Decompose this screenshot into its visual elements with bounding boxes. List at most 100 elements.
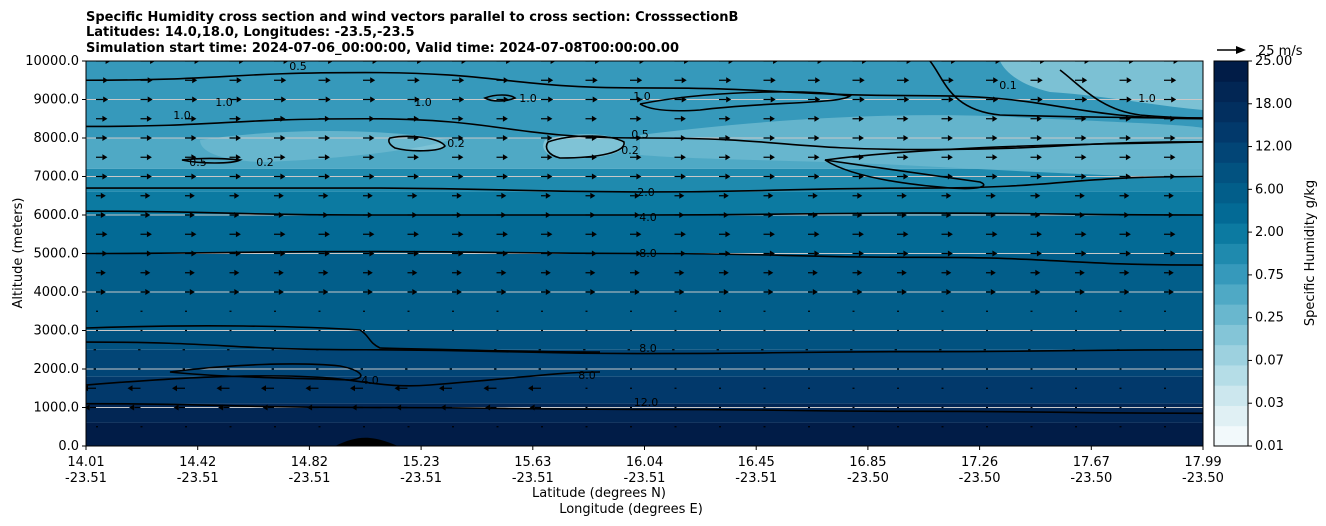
wind-vector-head bbox=[862, 61, 868, 64]
wind-vector-head bbox=[1170, 135, 1176, 141]
colorbar-segment bbox=[1214, 202, 1248, 224]
wind-vector-head bbox=[636, 231, 642, 238]
wind-vector-head bbox=[770, 77, 776, 84]
colorbar-segment bbox=[1214, 223, 1248, 244]
y-axis-label: Altitude (meters) bbox=[11, 198, 26, 309]
wind-vector-head bbox=[725, 250, 731, 257]
wind-vector-head bbox=[367, 192, 373, 199]
wind-vector-head bbox=[545, 212, 551, 218]
wind-vector-head bbox=[281, 96, 287, 103]
wind-vector-head bbox=[814, 135, 820, 141]
wind-vector-head bbox=[590, 269, 596, 276]
wind-vector-head bbox=[323, 269, 329, 276]
wind-vector-head bbox=[328, 61, 334, 64]
wind-vector-head bbox=[325, 77, 331, 84]
wind-vector-head bbox=[946, 192, 952, 199]
wind-vector-head bbox=[102, 250, 108, 257]
wind-vectors bbox=[86, 61, 1179, 428]
wind-vector-head bbox=[859, 77, 865, 84]
colorbar-label: Specific Humidity g/kg bbox=[1303, 180, 1318, 326]
wind-vector-head bbox=[394, 385, 400, 392]
wind-vector-head bbox=[901, 212, 907, 218]
wind-vector-head bbox=[506, 61, 512, 64]
wind-vector-head bbox=[414, 96, 420, 103]
wind-vector-head bbox=[502, 231, 508, 238]
wind-vector-head bbox=[458, 115, 464, 122]
wind-vector-head bbox=[1125, 135, 1131, 141]
wind-vector-head bbox=[858, 173, 864, 180]
wind-vector-head bbox=[768, 269, 774, 276]
wind-vector-head bbox=[723, 269, 729, 276]
x-tick-lon: -23.51 bbox=[177, 471, 219, 486]
y-tick-label: 0.0 bbox=[58, 439, 79, 454]
wind-vector-head bbox=[412, 212, 418, 218]
wind-vector-head bbox=[901, 269, 907, 276]
wind-vector-head bbox=[857, 192, 863, 199]
wind-vector-head bbox=[592, 77, 598, 84]
wind-vector-head bbox=[681, 77, 687, 84]
wind-vector-head bbox=[680, 115, 686, 122]
contour-2.0 bbox=[86, 210, 1203, 216]
wind-vector-head bbox=[993, 96, 999, 103]
wind-vector-head bbox=[501, 192, 507, 199]
wind-vector-head bbox=[547, 135, 553, 141]
wind-vector-head bbox=[903, 250, 909, 257]
wind-vector-head bbox=[591, 135, 597, 141]
colorbar-segment bbox=[1214, 283, 1248, 305]
contour-detail-0 bbox=[86, 371, 601, 387]
wind-vector-head bbox=[903, 154, 909, 161]
x-tick-lon: -23.51 bbox=[288, 471, 330, 486]
x-tick-lat: 16.04 bbox=[626, 455, 663, 470]
contour-label: 1.0 bbox=[633, 90, 651, 103]
wind-vector-head bbox=[1035, 212, 1041, 218]
contour-detail-2 bbox=[86, 325, 601, 353]
x-tick-lon: -23.51 bbox=[512, 471, 554, 486]
wind-vector-head bbox=[680, 135, 686, 141]
contour-label: 0.1 bbox=[999, 79, 1017, 92]
wind-vector-head bbox=[1036, 231, 1042, 238]
wind-vector-head bbox=[817, 61, 823, 64]
humidity-fill bbox=[86, 61, 1203, 446]
wind-vector-head bbox=[146, 173, 152, 180]
x-axis-label-lat: Latitude (degrees N) bbox=[532, 486, 666, 501]
wind-vector-head bbox=[100, 192, 106, 199]
contour-label: 8.0 bbox=[639, 342, 657, 355]
wind-vector-head bbox=[951, 61, 957, 64]
wind-vector-head bbox=[235, 135, 241, 141]
wind-vector-head bbox=[1125, 173, 1131, 180]
x-tick-lat: 17.99 bbox=[1184, 455, 1221, 470]
wind-vector-head bbox=[857, 289, 863, 295]
contour-label: 8.0 bbox=[578, 369, 596, 382]
wind-vector-head bbox=[529, 404, 535, 411]
wind-vector-head bbox=[1126, 96, 1132, 103]
chart-title: Specific Humidity cross section and wind… bbox=[86, 10, 738, 56]
wind-vector-head bbox=[261, 385, 266, 392]
wind-vector-head bbox=[280, 154, 286, 161]
wind-vector-head bbox=[946, 289, 952, 295]
wind-vector-head bbox=[769, 115, 775, 122]
colorbar-segment bbox=[1214, 142, 1248, 163]
wind-vector-head bbox=[947, 250, 953, 257]
wind-vector-head bbox=[503, 96, 509, 103]
wind-vector-head bbox=[102, 115, 108, 122]
wind-vector-head bbox=[1036, 173, 1042, 180]
humidity-band-6 bbox=[86, 253, 1203, 292]
wind-vector-head bbox=[280, 173, 286, 180]
wind-vector-head bbox=[1168, 269, 1174, 276]
wind-vector-head bbox=[948, 96, 954, 103]
wind-vector-head bbox=[191, 154, 197, 161]
wind-vector-head bbox=[192, 96, 198, 103]
wind-vector-head bbox=[946, 269, 952, 276]
wind-vector-head bbox=[545, 289, 551, 295]
wind-vector-head bbox=[189, 289, 195, 295]
y-tick-label: 6000.0 bbox=[34, 208, 80, 223]
colorbar-segment bbox=[1214, 81, 1248, 103]
title-line-1: Specific Humidity cross section and wind… bbox=[86, 10, 738, 25]
wind-vector-head bbox=[639, 61, 645, 64]
wind-vector-head bbox=[679, 212, 685, 218]
wind-vector-head bbox=[234, 212, 240, 218]
contour-label: 1.0 bbox=[519, 92, 537, 105]
wind-vector-head bbox=[105, 61, 111, 64]
wind-vector-head bbox=[904, 77, 910, 84]
contour-label: 0.2 bbox=[256, 156, 274, 169]
